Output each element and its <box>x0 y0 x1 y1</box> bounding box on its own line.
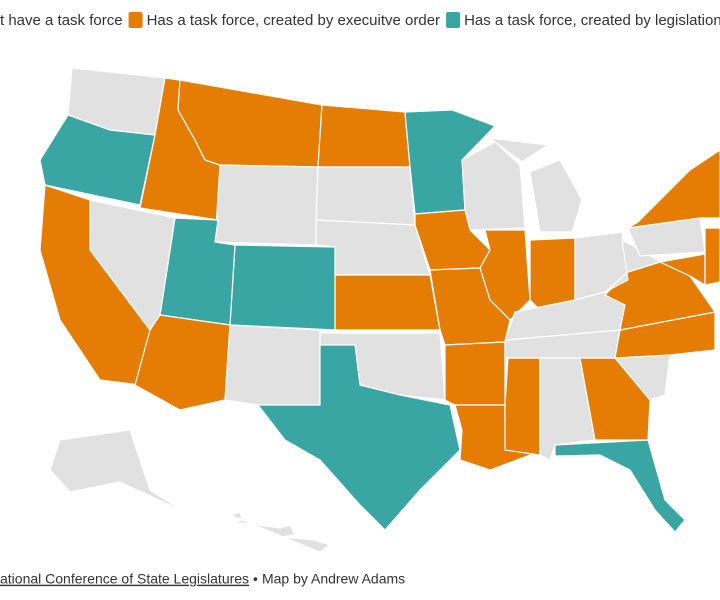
legend-swatch <box>128 12 143 28</box>
region <box>214 164 319 246</box>
region <box>224 324 321 406</box>
region <box>529 237 576 311</box>
region <box>529 159 583 233</box>
region <box>49 429 186 513</box>
region <box>257 344 461 531</box>
region <box>315 166 416 226</box>
region <box>489 137 549 163</box>
region <box>317 104 411 168</box>
legend-label: Has a task force, created by execuitve o… <box>147 12 440 29</box>
region <box>39 114 156 206</box>
footer-separator: • <box>253 571 258 587</box>
legend: t have a task force Has a task force, cre… <box>0 12 720 29</box>
region <box>229 511 331 553</box>
map-credit: Map by Andrew Adams <box>262 571 405 587</box>
legend-swatch <box>446 12 461 28</box>
region <box>334 274 441 331</box>
region <box>229 244 336 331</box>
legend-label: t have a task force <box>0 12 123 29</box>
region <box>554 439 686 533</box>
legend-label: Has a task force, created by legislation <box>464 12 720 29</box>
source-link[interactable]: ational Conference of State Legislatures <box>0 571 249 587</box>
region <box>444 341 506 406</box>
map <box>39 67 720 553</box>
region <box>704 227 720 286</box>
region <box>627 149 720 229</box>
region <box>504 357 541 456</box>
region <box>429 267 511 346</box>
